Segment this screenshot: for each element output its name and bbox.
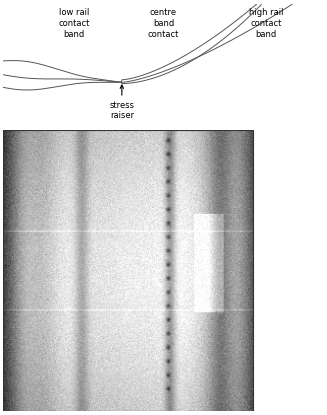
Bar	[3, 130, 253, 411]
Text: low rail
contact
band: low rail contact band	[58, 8, 90, 39]
Text: centre
band
contact: centre band contact	[148, 8, 179, 39]
Text: stress
raiser: stress raiser	[109, 85, 134, 120]
Text: high rail
contact
band: high rail contact band	[249, 8, 283, 39]
